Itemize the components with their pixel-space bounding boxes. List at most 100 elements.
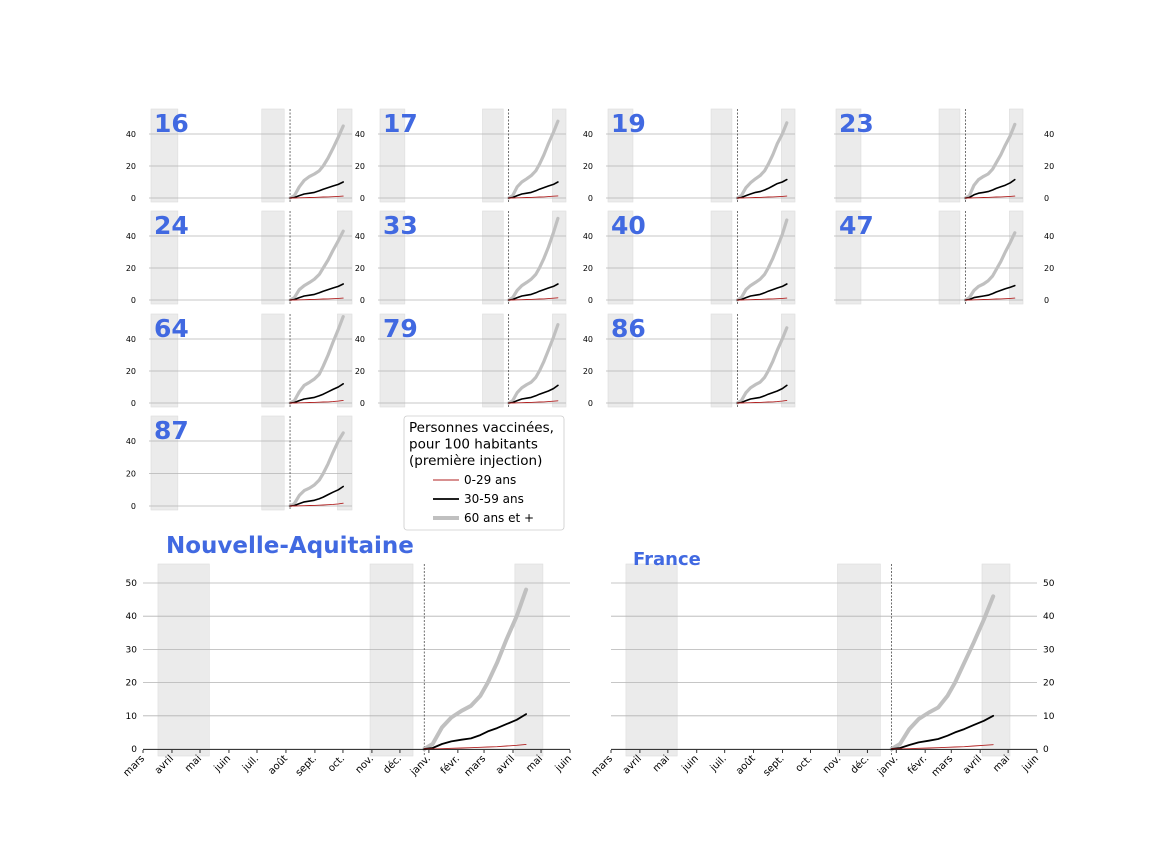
panel-23: 23 0 20 40: [834, 108, 1054, 203]
y-tick-label: 0: [588, 194, 593, 203]
y-tick-label: 0: [1044, 194, 1049, 203]
series-30-59: [289, 283, 345, 301]
legend-label: 30-59 ans: [464, 492, 524, 506]
shaded-period-2: [369, 563, 414, 757]
y-tick-label: 0: [588, 399, 593, 408]
shaded-period-2: [482, 210, 504, 305]
y-tick-label: 40: [583, 335, 593, 344]
series-60-plus: [288, 124, 345, 200]
panel-title: 24: [154, 211, 189, 240]
x-tick-label: mars: [122, 753, 148, 779]
series-60-plus: [735, 218, 789, 302]
y-tick-label: 20: [355, 162, 365, 171]
series-30-59: [507, 181, 559, 199]
panel-title: 23: [839, 109, 874, 138]
shaded-period-2: [482, 108, 504, 203]
shaded-period-1: [379, 210, 406, 305]
x-tick-label: juil.: [240, 753, 261, 774]
series-0-29: [423, 743, 527, 750]
x-tick-label: mai: [651, 753, 672, 774]
panel-title: France: [633, 549, 701, 570]
y-tick-label: 30: [126, 645, 138, 655]
series-0-29: [736, 195, 788, 199]
y-tick-label: 20: [1044, 162, 1054, 171]
series-60-plus: [507, 119, 560, 200]
series-30-59: [736, 178, 788, 199]
panel-title: 47: [839, 211, 874, 240]
legend: Personnes vaccinées,pour 100 habitants(p…: [403, 415, 565, 531]
shaded-period-1: [150, 415, 179, 511]
series-30-59: [964, 178, 1016, 199]
shaded-period-3: [781, 108, 796, 203]
series-0-29: [891, 744, 994, 750]
shaded-period-2: [710, 210, 733, 305]
shaded-period-3: [781, 210, 796, 305]
series-60-plus: [288, 229, 345, 302]
panel-86: 86 0 20 40: [583, 313, 796, 408]
y-tick-label: 40: [126, 612, 138, 622]
series-30-59: [890, 714, 995, 750]
panel-33: 33 0 20 40: [355, 210, 567, 305]
y-tick-label: 40: [126, 437, 136, 446]
series-60-plus: [422, 587, 529, 751]
x-tick-label: juin: [212, 753, 233, 774]
y-tick-label: 20: [355, 367, 365, 376]
y-tick-label: 0: [360, 194, 365, 203]
x-tick-label: janv.: [408, 753, 433, 778]
panel-title: 86: [611, 314, 646, 343]
shaded-period-2: [261, 415, 285, 511]
legend-label: 60 ans et +: [464, 511, 534, 525]
y-tick-label: 10: [126, 712, 138, 722]
series-0-29: [736, 399, 788, 404]
series-60-plus: [963, 122, 1017, 200]
x-tick-label: févr.: [438, 753, 462, 777]
y-tick-label: 0: [131, 399, 136, 408]
shaded-period-3: [337, 313, 353, 408]
y-tick-label: 40: [1044, 232, 1054, 241]
series-0-29: [289, 399, 344, 404]
series-60-plus: [963, 231, 1017, 302]
panel-79: 79 0 20 40: [355, 313, 567, 408]
legend-label: 0-29 ans: [464, 473, 516, 487]
x-tick-label: août: [733, 753, 757, 777]
y-tick-label: 0: [131, 296, 136, 305]
legend-title-line: Personnes vaccinées,: [409, 420, 554, 436]
y-tick-label: 40: [583, 130, 593, 139]
shaded-period-2: [261, 108, 285, 203]
y-tick-label: 20: [1044, 264, 1054, 273]
panel-title: 40: [611, 211, 646, 240]
series-30-59: [289, 485, 345, 507]
panel-87: 87 0 20 40: [126, 415, 353, 511]
y-tick-label: 40: [355, 232, 365, 241]
x-tick-label: avril: [961, 753, 984, 776]
series-0-29: [289, 502, 344, 507]
shaded-period-1: [625, 563, 678, 757]
panel-title: 16: [154, 109, 189, 138]
x-tick-label: juin: [553, 753, 574, 774]
series-60-plus: [507, 216, 560, 302]
x-tick-label: janv.: [875, 753, 900, 778]
x-tick-label: avril: [621, 753, 644, 776]
y-tick-label: 0: [360, 296, 365, 305]
x-tick-label: avril: [494, 753, 517, 776]
shaded-period-3: [981, 563, 1011, 757]
x-tick-label: févr.: [905, 753, 929, 777]
series-60-plus: [735, 326, 789, 405]
y-tick-label: 0: [360, 399, 365, 408]
y-tick-label: 40: [1043, 612, 1055, 622]
x-tick-label: août: [266, 753, 290, 777]
shaded-period-3: [1009, 210, 1024, 305]
x-tick-label: mars: [463, 753, 489, 779]
panel-title: 17: [383, 109, 418, 138]
shaded-period-1: [835, 210, 862, 305]
x-tick-label: avril: [153, 753, 176, 776]
y-tick-label: 20: [126, 162, 136, 171]
panel-title: 19: [611, 109, 646, 138]
shaded-period-1: [379, 108, 406, 203]
y-tick-label: 40: [355, 335, 365, 344]
panel-france: mars avril mai juin juil. août sept. oct. nov. dé…: [590, 549, 1055, 779]
shaded-period-2: [261, 210, 285, 305]
y-tick-label: 20: [126, 470, 136, 479]
y-tick-label: 40: [355, 130, 365, 139]
